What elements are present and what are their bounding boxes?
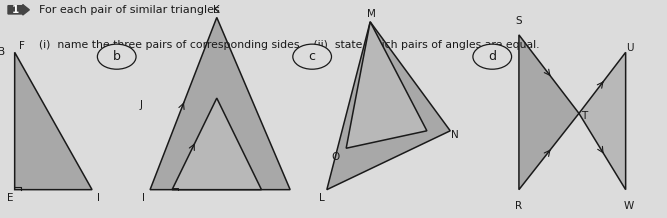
Text: d: d	[488, 50, 496, 63]
Text: M: M	[367, 9, 376, 19]
FancyArrow shape	[8, 5, 29, 15]
Text: N: N	[451, 130, 459, 140]
Text: For each pair of similar triangles: For each pair of similar triangles	[39, 5, 219, 15]
Polygon shape	[519, 35, 579, 190]
Polygon shape	[150, 17, 290, 190]
Text: I: I	[142, 193, 145, 203]
Text: I: I	[97, 193, 100, 203]
Ellipse shape	[473, 44, 512, 69]
Polygon shape	[15, 52, 92, 190]
Text: L: L	[319, 193, 324, 203]
Polygon shape	[172, 98, 261, 190]
Text: E: E	[7, 193, 14, 203]
Text: S: S	[516, 16, 522, 26]
Ellipse shape	[97, 44, 136, 69]
Text: R: R	[516, 201, 522, 211]
Polygon shape	[579, 52, 626, 190]
Text: F: F	[19, 41, 25, 51]
Text: 1: 1	[11, 5, 19, 15]
Text: b: b	[113, 50, 121, 63]
Text: W: W	[623, 201, 634, 211]
Text: T: T	[581, 111, 588, 121]
Polygon shape	[346, 22, 427, 148]
Text: K: K	[213, 5, 220, 15]
Text: J: J	[140, 100, 143, 110]
Text: O: O	[331, 152, 340, 162]
Polygon shape	[327, 22, 450, 190]
Text: (i)  name the three pairs of corresponding sides    (ii)  state which pairs of a: (i) name the three pairs of correspondin…	[39, 40, 539, 50]
Ellipse shape	[293, 44, 331, 69]
Text: B: B	[0, 47, 5, 57]
Text: c: c	[309, 50, 315, 63]
Text: U: U	[626, 43, 634, 53]
